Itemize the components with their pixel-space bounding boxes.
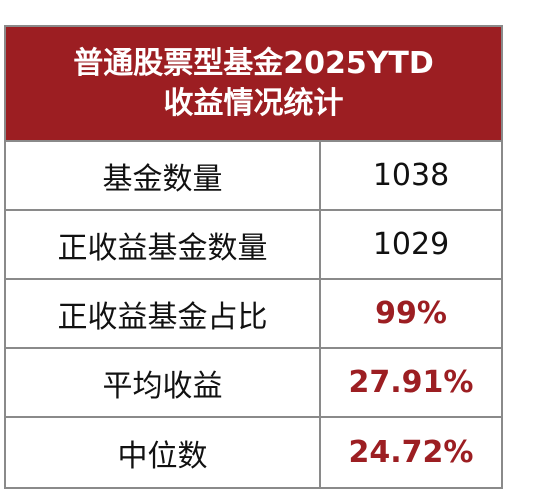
table-title-line2: 收益情况统计	[163, 85, 344, 121]
row-value: 27.91%	[348, 365, 474, 400]
stats-table: 普通股票型基金2025YTD 收益情况统计 基金数量 1038 正收益基金数量 …	[4, 25, 503, 489]
row-label: 正收益基金占比	[6, 280, 321, 347]
row-label: 平均收益	[6, 349, 321, 416]
row-label: 中位数	[6, 418, 321, 487]
row-value: 99%	[375, 296, 447, 331]
row-label: 基金数量	[6, 142, 321, 209]
table-row-average-return: 平均收益 27.91%	[6, 349, 501, 418]
table-row-positive-fund-count: 正收益基金数量 1029	[6, 211, 501, 280]
row-value: 1029	[372, 227, 450, 262]
row-value: 24.72%	[348, 435, 474, 470]
table-row-positive-fund-ratio: 正收益基金占比 99%	[6, 280, 501, 349]
row-value: 1038	[372, 158, 450, 193]
table-title-header: 普通股票型基金2025YTD 收益情况统计	[6, 27, 501, 142]
table-row-fund-count: 基金数量 1038	[6, 142, 501, 211]
row-label: 正收益基金数量	[6, 211, 321, 278]
table-title-line1: 普通股票型基金2025YTD	[73, 45, 434, 81]
table-row-median-return: 中位数 24.72%	[6, 418, 501, 487]
